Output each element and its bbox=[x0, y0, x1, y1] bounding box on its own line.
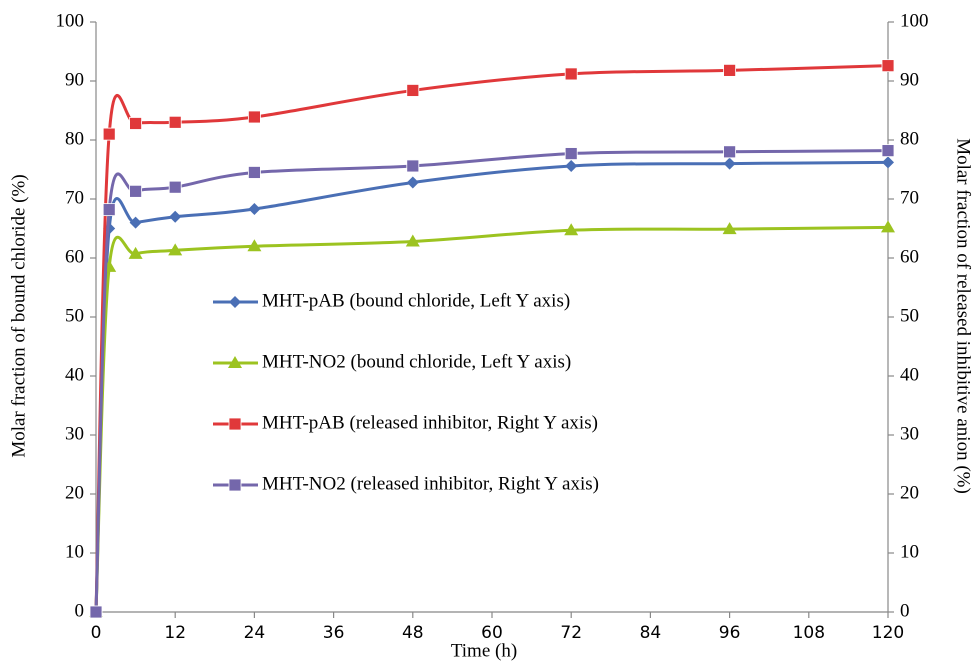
marker bbox=[406, 84, 420, 97]
marker bbox=[247, 166, 261, 179]
legend-marker bbox=[228, 417, 242, 431]
marker bbox=[881, 59, 895, 73]
marker bbox=[168, 243, 183, 256]
marker bbox=[564, 147, 578, 160]
y2-tick-label: 50 bbox=[900, 305, 919, 326]
x-tick-label: 36 bbox=[323, 623, 345, 643]
marker bbox=[565, 159, 578, 172]
x-tick-label: 24 bbox=[244, 623, 266, 643]
marker bbox=[882, 156, 894, 169]
y-tick-label: 100 bbox=[56, 10, 85, 31]
x-tick-label: 48 bbox=[402, 623, 424, 643]
marker bbox=[881, 144, 895, 158]
y2-tick-label: 90 bbox=[900, 69, 919, 90]
x-tick-label: 12 bbox=[164, 623, 186, 643]
series-line bbox=[94, 64, 889, 613]
y-tick-label: 70 bbox=[65, 187, 84, 208]
y-tick-label: 80 bbox=[65, 128, 84, 149]
y2-tick-label: 10 bbox=[900, 541, 919, 562]
x-tick-label: 0 bbox=[91, 623, 102, 643]
x-axis-title: Time (h) bbox=[451, 640, 517, 661]
marker bbox=[723, 145, 736, 159]
marker bbox=[89, 605, 103, 619]
y-tick-label: 20 bbox=[65, 482, 84, 503]
marker bbox=[128, 246, 143, 259]
marker bbox=[129, 117, 143, 130]
y2-tick-label: 40 bbox=[900, 364, 919, 385]
legend-label: MHT-NO2 (bound chloride, Left Y axis) bbox=[262, 351, 571, 372]
marker bbox=[102, 127, 116, 141]
legend-marker bbox=[229, 296, 241, 308]
y2-tick-label: 20 bbox=[900, 482, 919, 503]
y2-axis-title: Molar fraction of released inhibitive an… bbox=[953, 138, 974, 494]
y-tick-label: 40 bbox=[65, 364, 84, 385]
marker bbox=[129, 216, 142, 229]
x-tick-label: 120 bbox=[872, 623, 904, 643]
x-tick-label: 60 bbox=[481, 623, 503, 643]
y-tick-label: 30 bbox=[65, 423, 84, 444]
y-tick-label: 90 bbox=[65, 69, 84, 90]
marker bbox=[723, 157, 736, 170]
y-tick-label: 50 bbox=[65, 305, 84, 326]
marker bbox=[405, 234, 420, 247]
y2-tick-label: 70 bbox=[900, 187, 919, 208]
y-axis-title: Molar fraction of bound chloride (%) bbox=[8, 174, 29, 457]
marker bbox=[247, 239, 262, 252]
marker bbox=[168, 115, 182, 129]
marker bbox=[247, 110, 261, 124]
y2-tick-label: 80 bbox=[900, 128, 919, 149]
x-tick-label: 72 bbox=[560, 623, 582, 643]
marker bbox=[102, 203, 116, 217]
marker bbox=[564, 223, 579, 236]
y-tick-label: 0 bbox=[75, 600, 85, 621]
marker bbox=[406, 176, 419, 189]
marker bbox=[129, 184, 143, 198]
y2-tick-label: 100 bbox=[900, 10, 929, 31]
marker bbox=[248, 203, 261, 216]
y2-tick-label: 60 bbox=[900, 246, 919, 267]
marker bbox=[406, 159, 420, 173]
marker bbox=[723, 63, 736, 77]
x-tick-label: 108 bbox=[793, 623, 825, 643]
y2-tick-label: 0 bbox=[900, 600, 910, 621]
marker bbox=[722, 222, 737, 235]
legend-label: MHT-NO2 (released inhibitor, Right Y axi… bbox=[262, 473, 599, 494]
marker bbox=[564, 67, 578, 81]
marker bbox=[169, 210, 182, 223]
legend-label: MHT-pAB (bound chloride, Left Y axis) bbox=[262, 290, 570, 311]
x-tick-label: 84 bbox=[640, 623, 662, 643]
y2-tick-label: 30 bbox=[900, 423, 919, 444]
legend-marker bbox=[228, 356, 242, 368]
y-tick-label: 60 bbox=[65, 246, 84, 267]
y-tick-label: 10 bbox=[65, 541, 84, 562]
legend-marker bbox=[228, 478, 242, 492]
marker bbox=[168, 180, 182, 194]
series-line bbox=[94, 149, 889, 613]
marker bbox=[881, 220, 895, 233]
legend-label: MHT-pAB (released inhibitor, Right Y axi… bbox=[262, 412, 598, 433]
series-line bbox=[94, 225, 889, 613]
x-tick-label: 96 bbox=[719, 623, 741, 643]
